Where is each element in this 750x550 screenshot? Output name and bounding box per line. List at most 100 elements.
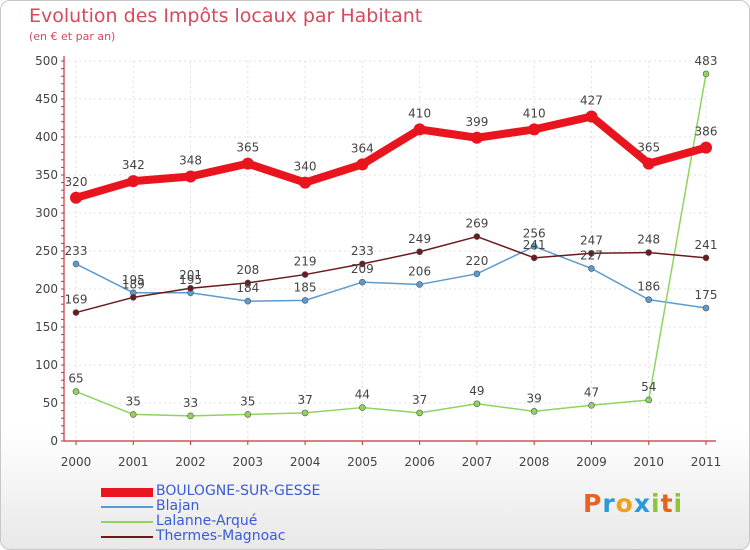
data-point bbox=[129, 411, 137, 418]
data-point bbox=[241, 157, 254, 170]
data-label: 340 bbox=[294, 160, 317, 174]
data-point bbox=[127, 175, 140, 188]
data-label: 248 bbox=[637, 233, 660, 247]
data-point bbox=[473, 400, 481, 408]
data-label: 220 bbox=[465, 254, 488, 268]
chart-subtitle: (en € et par an) bbox=[29, 30, 116, 43]
data-label: 427 bbox=[580, 93, 603, 107]
data-point bbox=[470, 131, 483, 144]
y-tick-label: 300 bbox=[35, 206, 58, 220]
data-point bbox=[588, 265, 595, 272]
data-point bbox=[359, 278, 366, 286]
data-label: 44 bbox=[355, 388, 370, 402]
series-line-0 bbox=[72, 112, 710, 202]
data-point bbox=[356, 158, 369, 171]
data-label: 206 bbox=[408, 264, 431, 278]
data-point bbox=[244, 279, 252, 287]
data-label: 399 bbox=[465, 115, 488, 129]
data-label: 189 bbox=[122, 277, 145, 291]
data-label: 195 bbox=[122, 273, 145, 287]
data-point bbox=[301, 409, 309, 417]
y-tick-label: 250 bbox=[35, 244, 58, 258]
y-tick-label: 100 bbox=[35, 358, 58, 372]
series-line-1 bbox=[75, 245, 707, 309]
data-label: 410 bbox=[408, 106, 431, 120]
y-tick-label: 50 bbox=[43, 396, 58, 410]
data-label: 184 bbox=[236, 281, 259, 295]
data-label: 219 bbox=[294, 255, 317, 269]
data-point bbox=[642, 157, 655, 170]
data-point bbox=[702, 254, 710, 262]
data-label: 227 bbox=[580, 248, 603, 262]
data-label: 185 bbox=[294, 280, 317, 294]
data-label: 37 bbox=[412, 393, 427, 407]
x-tick-label: 2006 bbox=[404, 455, 435, 469]
data-point bbox=[301, 297, 309, 304]
data-point bbox=[528, 123, 541, 136]
legend-swatch bbox=[101, 521, 153, 523]
data-point bbox=[530, 408, 538, 415]
data-label: 169 bbox=[65, 293, 88, 307]
series-line-3 bbox=[75, 235, 707, 314]
data-point bbox=[645, 296, 653, 303]
x-tick-label: 2000 bbox=[61, 455, 92, 469]
data-label: 348 bbox=[179, 154, 202, 168]
data-point bbox=[72, 388, 80, 395]
data-label: 208 bbox=[236, 263, 259, 277]
data-label: 241 bbox=[695, 238, 718, 252]
y-tick-label: 0 bbox=[50, 434, 58, 448]
data-label: 47 bbox=[584, 385, 599, 399]
legend-label: BOULOGNE-SUR-GESSE bbox=[156, 483, 321, 499]
data-label: 209 bbox=[351, 262, 374, 276]
data-point bbox=[301, 271, 309, 278]
logo-letter: t bbox=[660, 489, 674, 518]
data-point bbox=[187, 412, 194, 420]
data-label: 35 bbox=[126, 394, 141, 408]
data-point bbox=[244, 297, 252, 305]
data-label: 233 bbox=[351, 244, 374, 258]
data-label: 269 bbox=[465, 217, 488, 231]
data-point bbox=[72, 260, 80, 268]
logo-letter: o bbox=[615, 489, 634, 518]
x-tick-label: 2002 bbox=[175, 455, 206, 469]
y-tick-label: 500 bbox=[35, 54, 58, 68]
data-label: 483 bbox=[695, 54, 718, 68]
logo-letter: P bbox=[583, 489, 603, 518]
data-label: 37 bbox=[297, 393, 312, 407]
data-label: 201 bbox=[179, 268, 202, 282]
data-label: 364 bbox=[351, 141, 374, 155]
legend-label: Lalanne-Arqué bbox=[156, 513, 258, 529]
data-point bbox=[359, 260, 366, 268]
y-tick-label: 450 bbox=[35, 92, 58, 106]
x-tick-label: 2001 bbox=[118, 455, 149, 469]
data-label: 33 bbox=[183, 396, 198, 410]
data-point bbox=[416, 248, 423, 256]
legend-swatch bbox=[101, 536, 153, 538]
data-point bbox=[359, 404, 366, 411]
data-label: 320 bbox=[65, 175, 88, 189]
data-point bbox=[416, 409, 423, 417]
legend-swatch bbox=[101, 487, 153, 497]
x-tick-label: 2007 bbox=[462, 455, 493, 469]
legend-label: Thermes-Magnoac bbox=[156, 528, 286, 544]
data-point bbox=[244, 411, 252, 418]
data-label: 35 bbox=[240, 394, 255, 408]
data-label: 365 bbox=[236, 141, 259, 155]
data-label: 186 bbox=[637, 280, 660, 294]
data-point bbox=[70, 191, 82, 204]
logo-letter: i bbox=[673, 489, 684, 518]
y-tick-label: 350 bbox=[35, 168, 58, 182]
x-tick-label: 2008 bbox=[519, 455, 550, 469]
data-point bbox=[645, 396, 653, 404]
data-label: 241 bbox=[523, 238, 546, 252]
x-tick-label: 2003 bbox=[233, 455, 264, 469]
data-point bbox=[588, 401, 595, 409]
data-label: 175 bbox=[695, 288, 718, 302]
data-point bbox=[588, 249, 595, 257]
data-label: 249 bbox=[408, 232, 431, 246]
chart-title: Evolution des Impôts locaux par Habitant bbox=[29, 5, 423, 27]
data-label: 342 bbox=[122, 158, 145, 172]
x-tick-label: 2010 bbox=[633, 455, 664, 469]
legend-label: Blajan bbox=[156, 498, 200, 514]
